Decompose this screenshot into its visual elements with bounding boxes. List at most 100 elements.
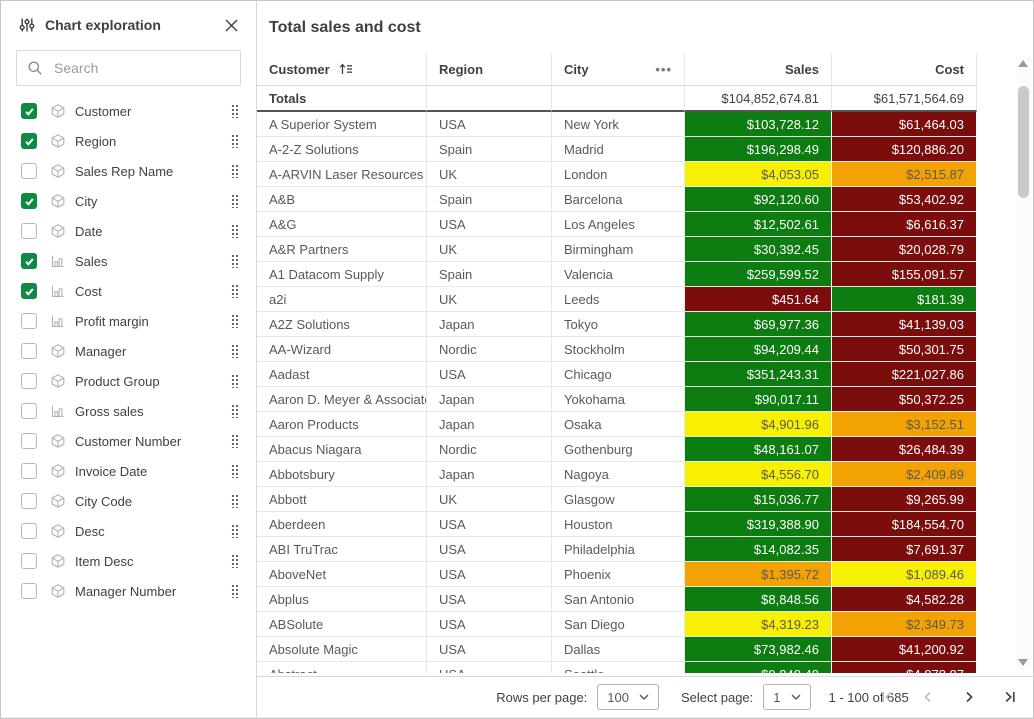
cell-customer[interactable]: Absolute Magic <box>257 637 427 662</box>
cell-region[interactable]: USA <box>427 612 552 637</box>
cell-sales[interactable]: $73,982.46 <box>685 637 832 662</box>
column-header-customer[interactable]: Customer <box>257 53 427 86</box>
cell-city[interactable]: Valencia <box>552 262 685 287</box>
field-checkbox[interactable] <box>21 283 37 299</box>
cell-sales[interactable]: $1,395.72 <box>685 562 832 587</box>
cell-cost[interactable]: $50,372.25 <box>832 387 977 412</box>
scrollbar-thumb[interactable] <box>1018 86 1029 198</box>
field-item[interactable]: Customer <box>1 96 256 126</box>
cell-customer[interactable]: AboveNet <box>257 562 427 587</box>
cell-sales[interactable]: $12,502.61 <box>685 212 832 237</box>
column-header-cost[interactable]: Cost <box>832 53 977 86</box>
cell-city[interactable]: Gothenburg <box>552 437 685 462</box>
cell-sales[interactable]: $69,977.36 <box>685 312 832 337</box>
cell-customer[interactable]: Abbotsbury <box>257 462 427 487</box>
column-header-city[interactable]: City ••• <box>552 53 685 86</box>
field-item[interactable]: Desc <box>1 516 256 546</box>
cell-cost[interactable]: $7,691.37 <box>832 537 977 562</box>
cell-region[interactable]: USA <box>427 212 552 237</box>
cell-region[interactable]: Japan <box>427 462 552 487</box>
cell-cost[interactable]: $120,886.20 <box>832 137 977 162</box>
cell-cost[interactable]: $181.39 <box>832 287 977 312</box>
cell-sales[interactable]: $4,319.23 <box>685 612 832 637</box>
cell-city[interactable]: Philadelphia <box>552 537 685 562</box>
drag-handle-icon[interactable] <box>231 224 239 238</box>
cell-customer[interactable]: A&G <box>257 212 427 237</box>
cell-sales[interactable]: $14,082.35 <box>685 537 832 562</box>
cell-sales[interactable]: $4,053.05 <box>685 162 832 187</box>
cell-region[interactable]: Nordic <box>427 437 552 462</box>
cell-sales[interactable]: $8,848.56 <box>685 587 832 612</box>
field-item[interactable]: Profit margin <box>1 306 256 336</box>
cell-cost[interactable]: $2,515.87 <box>832 162 977 187</box>
field-checkbox[interactable] <box>21 253 37 269</box>
cell-city[interactable]: London <box>552 162 685 187</box>
field-checkbox[interactable] <box>21 223 37 239</box>
drag-handle-icon[interactable] <box>231 194 239 208</box>
cell-region[interactable]: Spain <box>427 262 552 287</box>
field-item[interactable]: Manager Number <box>1 576 256 606</box>
cell-cost[interactable]: $53,402.92 <box>832 187 977 212</box>
cell-cost[interactable]: $4,582.28 <box>832 587 977 612</box>
cell-sales[interactable]: $30,392.45 <box>685 237 832 262</box>
cell-region[interactable]: Japan <box>427 387 552 412</box>
field-checkbox[interactable] <box>21 493 37 509</box>
cell-sales[interactable]: $103,728.12 <box>685 112 832 137</box>
field-item[interactable]: Invoice Date <box>1 456 256 486</box>
cell-cost[interactable]: $221,027.86 <box>832 362 977 387</box>
rows-per-page-select[interactable]: 100 <box>597 684 659 710</box>
cell-customer[interactable]: ABSolute <box>257 612 427 637</box>
field-checkbox[interactable] <box>21 103 37 119</box>
field-item[interactable]: Customer Number <box>1 426 256 456</box>
cell-cost[interactable]: $1,089.46 <box>832 562 977 587</box>
field-item[interactable]: City Code <box>1 486 256 516</box>
cell-sales[interactable]: $92,120.60 <box>685 187 832 212</box>
cell-customer[interactable]: A1 Datacom Supply <box>257 262 427 287</box>
column-header-sales[interactable]: Sales <box>685 53 832 86</box>
drag-handle-icon[interactable] <box>231 554 239 568</box>
field-checkbox[interactable] <box>21 373 37 389</box>
scroll-up-icon[interactable] <box>1018 60 1028 67</box>
column-menu-icon[interactable]: ••• <box>655 61 672 77</box>
cell-region[interactable]: UK <box>427 287 552 312</box>
cell-sales[interactable]: $351,243.31 <box>685 362 832 387</box>
cell-region[interactable]: Spain <box>427 137 552 162</box>
field-checkbox[interactable] <box>21 433 37 449</box>
cell-region[interactable]: USA <box>427 512 552 537</box>
cell-region[interactable]: UK <box>427 237 552 262</box>
cell-region[interactable]: USA <box>427 112 552 137</box>
cell-city[interactable]: Los Angeles <box>552 212 685 237</box>
cell-city[interactable]: Houston <box>552 512 685 537</box>
cell-city[interactable]: Birmingham <box>552 237 685 262</box>
cell-region[interactable]: USA <box>427 662 552 673</box>
cell-city[interactable]: Stockholm <box>552 337 685 362</box>
cell-city[interactable]: Osaka <box>552 412 685 437</box>
cell-city[interactable]: Leeds <box>552 287 685 312</box>
cell-city[interactable]: Yokohama <box>552 387 685 412</box>
cell-sales[interactable]: $4,901.96 <box>685 412 832 437</box>
field-item[interactable]: Sales Rep Name <box>1 156 256 186</box>
cell-sales[interactable]: $15,036.77 <box>685 487 832 512</box>
cell-customer[interactable]: Abacus Niagara <box>257 437 427 462</box>
cell-customer[interactable]: Aaron Products <box>257 412 427 437</box>
cell-region[interactable]: Japan <box>427 412 552 437</box>
cell-city[interactable]: Dallas <box>552 637 685 662</box>
field-checkbox[interactable] <box>21 163 37 179</box>
cell-customer[interactable]: A-2-Z Solutions <box>257 137 427 162</box>
cell-customer[interactable]: A2Z Solutions <box>257 312 427 337</box>
cell-region[interactable]: Spain <box>427 187 552 212</box>
cell-cost[interactable]: $4,878.87 <box>832 662 977 673</box>
cell-customer[interactable]: A-ARVIN Laser Resources <box>257 162 427 187</box>
drag-handle-icon[interactable] <box>231 374 239 388</box>
field-checkbox[interactable] <box>21 463 37 479</box>
cell-sales[interactable]: $4,556.70 <box>685 462 832 487</box>
field-item[interactable]: Item Desc <box>1 546 256 576</box>
cell-cost[interactable]: $61,464.03 <box>832 112 977 137</box>
cell-cost[interactable]: $184,554.70 <box>832 512 977 537</box>
cell-region[interactable]: UK <box>427 487 552 512</box>
drag-handle-icon[interactable] <box>231 314 239 328</box>
cell-city[interactable]: Chicago <box>552 362 685 387</box>
cell-customer[interactable]: ABI TruTrac <box>257 537 427 562</box>
cell-city[interactable]: Seattle <box>552 662 685 673</box>
field-checkbox[interactable] <box>21 133 37 149</box>
